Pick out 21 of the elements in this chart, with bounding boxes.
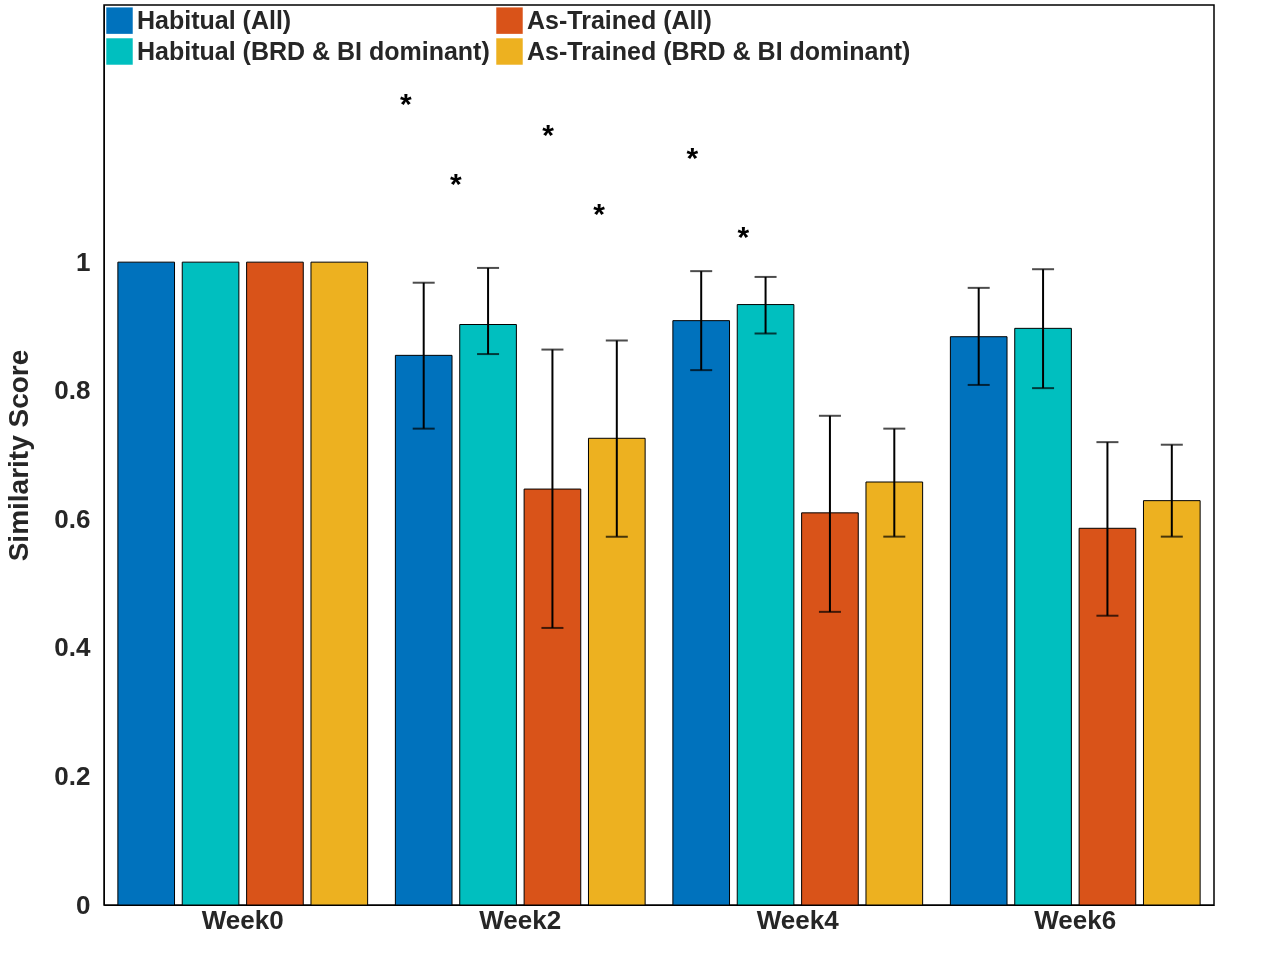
x-tick-label: Week4 xyxy=(756,904,840,935)
annotation: * xyxy=(593,197,606,230)
annotation: * xyxy=(737,220,750,253)
x-tick-label: Week6 xyxy=(1034,904,1117,935)
x-tick-label: Week0 xyxy=(201,904,284,935)
y-tick-label: 0.2 xyxy=(54,760,91,791)
y-tick-label: 0.6 xyxy=(54,503,91,534)
y-tick-label: 0.4 xyxy=(54,632,92,663)
legend-label: As-Trained (All) xyxy=(527,5,712,34)
legend-label: As-Trained (BRD & BI dominant) xyxy=(527,36,911,65)
y-tick-label: 0.8 xyxy=(54,375,91,406)
annotation: * xyxy=(400,87,413,120)
y-axis-title: Similarity Score xyxy=(3,349,35,562)
legend-label: Habitual (All) xyxy=(137,5,292,34)
legend-label: Habitual (BRD & BI dominant) xyxy=(137,36,490,65)
y-tick-label: 1 xyxy=(76,246,91,277)
y-tick-label: 0 xyxy=(76,889,91,920)
annotation: * xyxy=(450,167,463,200)
annotation: * xyxy=(542,118,555,151)
x-tick-label: Week2 xyxy=(479,904,562,935)
annotation: * xyxy=(686,141,699,174)
